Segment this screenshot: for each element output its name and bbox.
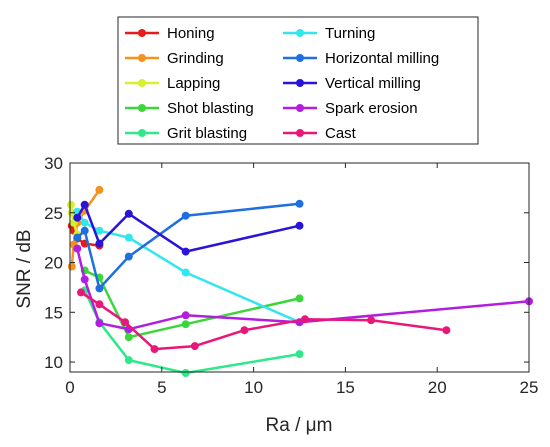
data-point [95, 284, 104, 293]
data-point [73, 213, 82, 222]
data-point [80, 200, 89, 209]
legend-label: Horizontal milling [325, 50, 439, 67]
series-horizontal-milling [73, 199, 304, 293]
legend-label: Grit blasting [167, 125, 247, 142]
legend-item-turning: Turning [283, 25, 375, 42]
legend-item-spark-erosion: Spark erosion [283, 100, 418, 117]
data-point [95, 319, 104, 328]
legend-swatch-marker [138, 79, 146, 87]
x-tick-label: 5 [157, 378, 166, 397]
data-point [181, 268, 190, 277]
y-tick-label: 30 [44, 154, 63, 173]
legend-swatch-marker [296, 79, 304, 87]
data-point [181, 211, 190, 220]
legend-swatch-marker [138, 54, 146, 62]
series-cast [77, 288, 451, 354]
data-point [80, 275, 89, 284]
legend-label: Grinding [167, 50, 224, 67]
data-point [301, 315, 309, 324]
series-grit-blasting [80, 286, 304, 377]
data-point [67, 262, 76, 271]
legend-label: Turning [325, 25, 375, 42]
data-point [124, 252, 133, 261]
legend-swatch-marker [296, 29, 304, 37]
x-tick-label: 25 [520, 378, 539, 397]
series-shot-blasting [80, 266, 304, 342]
x-tick-label: 20 [428, 378, 447, 397]
data-point [73, 244, 82, 253]
x-tick-label: 10 [244, 378, 263, 397]
data-point [295, 294, 304, 303]
data-point [190, 342, 199, 351]
legend-label: Shot blasting [167, 100, 254, 117]
y-axis-label: SNR / dB [14, 229, 35, 308]
data-point [181, 320, 190, 329]
legend-swatch-marker [296, 129, 304, 137]
data-point [124, 356, 133, 365]
data-point [124, 333, 133, 342]
legend-label: Lapping [167, 75, 220, 92]
legend-label: Honing [167, 25, 215, 42]
data-point [80, 218, 89, 227]
data-point [95, 185, 104, 194]
legend-item-shot-blasting: Shot blasting [125, 100, 254, 117]
y-tick-label: 10 [44, 353, 63, 372]
data-point [73, 233, 82, 242]
data-point [124, 233, 133, 242]
series-turning [73, 207, 304, 327]
y-tick-label: 25 [44, 204, 63, 223]
y-tick-label: 15 [44, 303, 63, 322]
data-point [295, 350, 304, 359]
data-point [80, 226, 89, 235]
legend-item-horizontal-milling: Horizontal milling [283, 50, 439, 67]
legend-item-vertical-milling: Vertical milling [283, 75, 421, 92]
legend-item-honing: Honing [125, 25, 215, 42]
legend: Honing Grinding Lapping Shot blasting Grit b… [117, 16, 479, 145]
y-tick-label: 20 [44, 254, 63, 273]
legend-label: Vertical milling [325, 75, 421, 92]
data-point [367, 316, 376, 325]
data-point [240, 326, 249, 335]
axes-box [69, 162, 530, 373]
data-point [442, 326, 451, 335]
series-vertical-milling [73, 200, 304, 256]
series-line [76, 203, 300, 253]
data-point [95, 300, 104, 309]
legend-swatch-marker [296, 54, 304, 62]
x-axis-label: Ra / μm [266, 415, 333, 436]
legend-swatch-marker [138, 29, 146, 37]
data-point [295, 199, 304, 208]
legend-swatch-marker [138, 104, 146, 112]
x-tick-label: 0 [65, 378, 74, 397]
data-point [77, 288, 85, 297]
data-point [150, 345, 159, 354]
plot-area: 0 5 10 15 20 25 10 15 20 25 30 [44, 154, 538, 397]
legend-label: Cast [325, 125, 357, 142]
x-tick-label: 15 [336, 378, 355, 397]
data-point [121, 318, 130, 327]
legend-item-grit-blasting: Grit blasting [125, 125, 247, 142]
data-point [124, 209, 133, 218]
legend-swatch-marker [138, 129, 146, 137]
data-point [295, 221, 304, 230]
legend-item-cast: Cast [283, 125, 357, 142]
data-point [181, 247, 190, 256]
legend-item-lapping: Lapping [125, 75, 220, 92]
legend-swatch-marker [296, 104, 304, 112]
data-point [95, 226, 104, 235]
data-point [181, 311, 190, 320]
legend-item-grinding: Grinding [125, 50, 224, 67]
series-line [69, 204, 79, 236]
data-point [181, 369, 190, 377]
legend-label: Spark erosion [325, 100, 418, 117]
series-line [83, 289, 300, 375]
data-point [95, 239, 104, 248]
data-point [66, 200, 75, 209]
